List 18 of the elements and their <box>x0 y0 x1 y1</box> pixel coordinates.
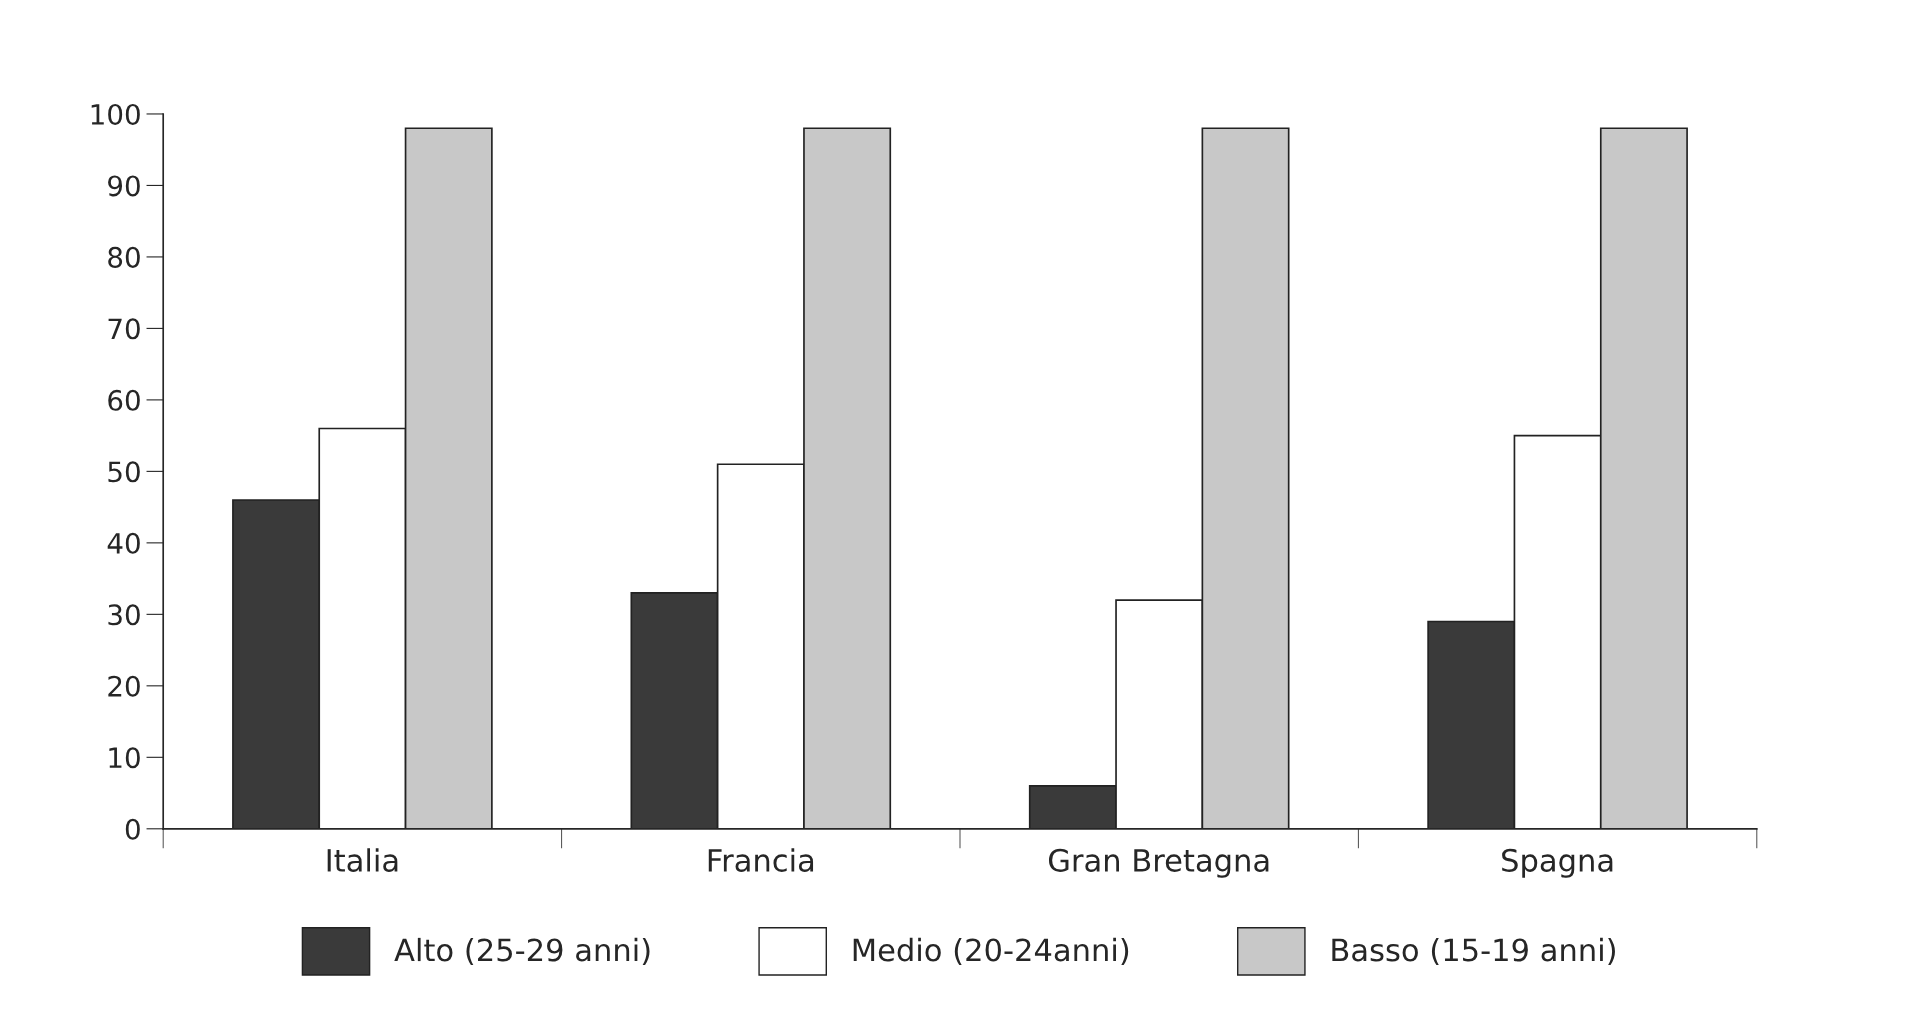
y-tick-label: 90 <box>108 175 140 197</box>
legend-label: Medio (20-24anni) <box>853 937 1129 966</box>
x-tick-label: Francia <box>708 848 814 872</box>
y-tick-label: 70 <box>108 318 140 340</box>
legend-label: Alto (25-29 anni) <box>394 937 650 966</box>
y-tick-label: 20 <box>108 675 140 697</box>
y-tick-label: 60 <box>108 389 140 411</box>
x-tick-label: Italia <box>327 848 398 872</box>
y-tick-label: 80 <box>108 246 140 268</box>
y-tick-label: 30 <box>108 604 140 626</box>
x-tick-label: Gran Bretagna <box>1048 848 1269 878</box>
y-tick-label: 40 <box>107 532 140 554</box>
legend-label: Basso (15-19 anni) <box>1332 937 1615 966</box>
y-tick-label: 50 <box>108 461 140 483</box>
x-tick-label: Spagna <box>1502 848 1613 878</box>
y-tick-label: 100 <box>91 103 140 125</box>
y-tick-label: 0 <box>125 818 140 840</box>
y-tick-label: 10 <box>109 747 140 769</box>
